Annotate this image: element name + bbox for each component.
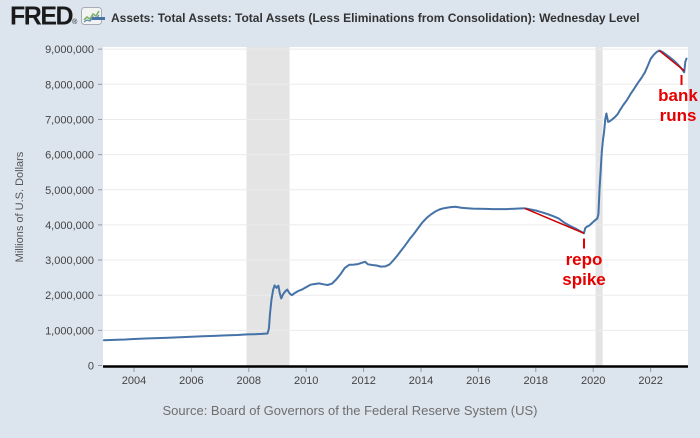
series-color-dash [92, 16, 105, 20]
y-tick-label: 8,000,000 [45, 79, 94, 91]
recession-band [246, 47, 290, 366]
fred-logo-text: FRED [10, 1, 74, 31]
registered-trademark: ® [72, 19, 78, 26]
y-tick-label: 2,000,000 [45, 290, 94, 302]
fred-logo-link[interactable]: FRED ® [10, 1, 103, 31]
source-note: Source: Board of Governors of the Federa… [162, 403, 538, 418]
y-tick-label: 6,000,000 [45, 150, 94, 162]
x-tick-label: 2016 [466, 375, 490, 387]
x-tick-label: 2018 [524, 375, 548, 387]
repo-spike-annotation: repo spike [562, 250, 606, 289]
chart-title: Assets: Total Assets: Total Assets (Less… [111, 11, 640, 25]
x-tick-label: 2014 [409, 375, 433, 387]
sparkline-chart-icon [81, 7, 103, 30]
trend-line [524, 207, 585, 235]
x-tick-label: 2022 [638, 375, 662, 387]
x-tick-label: 2010 [294, 375, 318, 387]
y-tick-label: 5,000,000 [45, 185, 94, 197]
y-tick-label: 7,000,000 [45, 114, 94, 126]
chart-header: FRED ® Assets: Total Assets: Total Asset… [0, 0, 700, 36]
x-tick-label: 2004 [122, 375, 146, 387]
trend-line [658, 49, 685, 72]
chart-legend: Assets: Total Assets: Total Assets (Less… [92, 0, 640, 36]
y-tick-label: 4,000,000 [45, 220, 94, 232]
y-tick-label: 9,000,000 [45, 44, 94, 56]
bank-runs-annotation: bank runs [658, 86, 698, 125]
x-tick-label: 2006 [179, 375, 203, 387]
series-line [102, 49, 688, 342]
x-tick-label: 2020 [581, 375, 605, 387]
x-tick-label: 2012 [351, 375, 375, 387]
y-tick-label: 1,000,000 [45, 325, 94, 337]
plot-background [103, 47, 688, 366]
y-tick-label: 0 [88, 361, 94, 373]
y-tick-label: 3,000,000 [45, 255, 94, 267]
x-tick-label: 2008 [237, 375, 261, 387]
